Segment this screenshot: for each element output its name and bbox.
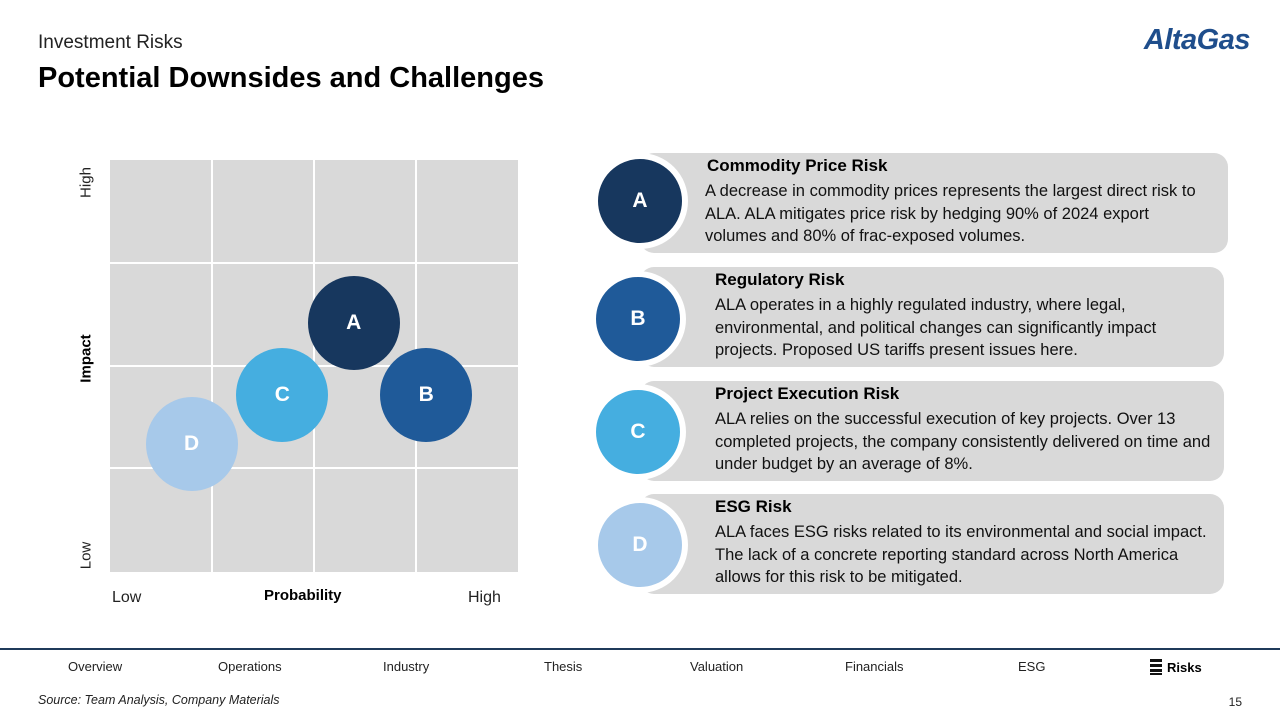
nav-item-operations[interactable]: Operations [218, 659, 282, 674]
y-tick-high: High [77, 167, 95, 198]
risk-card-esg: ESG Risk ALA faces ESG risks related to … [640, 494, 1224, 594]
nav-item-overview[interactable]: Overview [68, 659, 123, 674]
risk-bubble-a: A [307, 275, 400, 370]
risk-card-title: Regulatory Risk [715, 270, 845, 289]
risk-card-description: A decrease in commodity prices represent… [705, 182, 1196, 245]
risk-card-description: ALA relies on the successful execution o… [715, 410, 1211, 473]
risk-bubble-b: B [380, 347, 473, 442]
x-tick-low: Low [112, 589, 142, 606]
risk-card-description: ALA faces ESG risks related to its envir… [715, 523, 1207, 586]
nav-divider [0, 648, 1280, 650]
nav-item-valuation[interactable]: Valuation [690, 659, 744, 674]
nav-item-financials[interactable]: Financials [845, 659, 904, 674]
risk-bubble-d: D [145, 397, 238, 492]
risk-bubble-c: C [236, 347, 329, 442]
risk-badge-b: B [590, 271, 686, 367]
risk-card-title: ESG Risk [715, 497, 792, 516]
nav-item-industry[interactable]: Industry [383, 659, 430, 674]
y-axis-label: Impact [77, 334, 95, 383]
grid-line [110, 467, 518, 469]
source-note: Source: Team Analysis, Company Materials [38, 693, 280, 707]
nav-item-risks-label: Risks [1167, 660, 1202, 675]
grid-line [110, 262, 518, 264]
risk-card-title: Commodity Price Risk [707, 156, 888, 175]
risk-badge-a: A [592, 153, 688, 249]
risk-card-execution: Project Execution Risk ALA relies on the… [640, 381, 1224, 481]
document-stack-icon [1150, 659, 1162, 675]
company-logo: AltaGas [1143, 24, 1251, 56]
risk-card-commodity: Commodity Price Risk A decrease in commo… [640, 153, 1228, 253]
nav-item-thesis[interactable]: Thesis [544, 659, 583, 674]
risk-card-description: ALA operates in a highly regulated indus… [715, 296, 1157, 359]
y-tick-low: Low [77, 541, 95, 570]
nav-item-risks[interactable]: Risks [1150, 659, 1202, 675]
x-tick-high: High [468, 589, 501, 606]
page-title: Potential Downsides and Challenges [38, 62, 544, 94]
risk-badge-c: C [590, 384, 686, 480]
risk-card-regulatory: Regulatory Risk ALA operates in a highly… [640, 267, 1224, 367]
section-subtitle: Investment Risks [38, 32, 183, 53]
risk-badge-d: D [592, 497, 688, 593]
page-number: 15 [1228, 695, 1242, 709]
nav-item-esg[interactable]: ESG [1018, 659, 1046, 674]
risk-card-title: Project Execution Risk [715, 384, 900, 403]
x-axis-label: Probability [264, 587, 342, 604]
